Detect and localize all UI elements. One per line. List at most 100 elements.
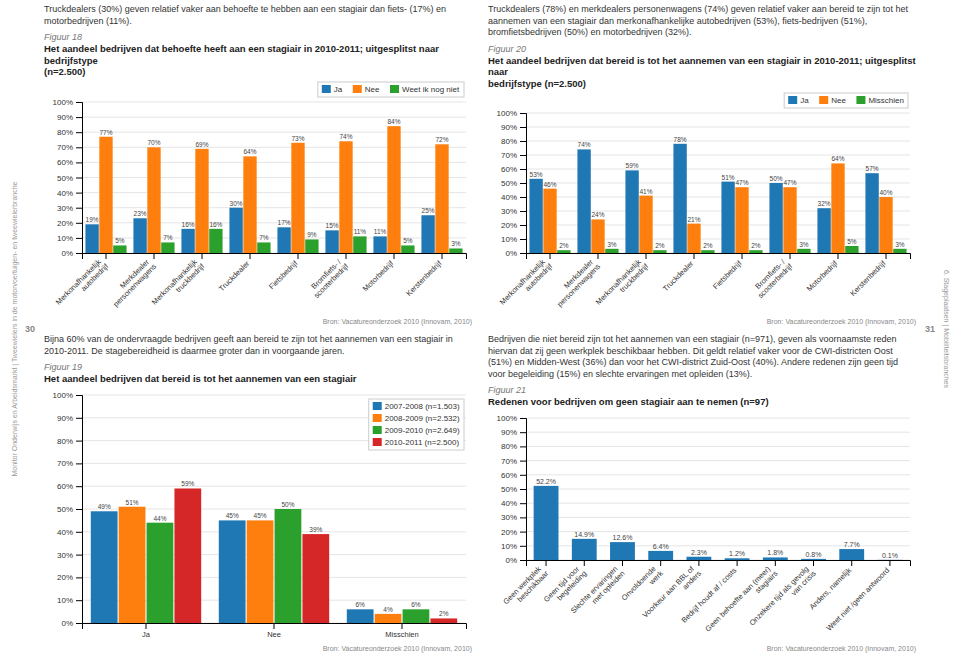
figure-label: Figuur 21 [488,385,916,396]
data-label: 32% [818,200,831,207]
y-tick-label: 90% [57,113,73,122]
x-tick-label-line: truckbedrijf [174,261,207,294]
bar [749,250,762,253]
bar [275,509,302,623]
y-tick: 80% [57,128,82,137]
y-tick-label: 30% [501,513,517,522]
chart-title: Het aandeel bedrijven dat bereid is tot … [44,373,472,385]
bar [893,249,906,253]
legend-swatch [819,96,828,104]
x-tick-mark [394,253,395,259]
data-label: 0.1% [882,551,898,558]
x-tick: Onzekere tijd als gevolg van crisis [747,560,817,633]
legend-items: 2007-2008 (n=1.503)2008-2009 (n=2.532)20… [373,402,460,447]
data-label: 53% [530,171,543,178]
data-label: 1.8% [767,549,783,556]
x-tick-label: Misschien [385,630,418,639]
data-label: 84% [387,118,400,125]
legend-item: Misschien [856,96,904,105]
x-tick-label-line: Weet niet /geen antwoord [824,565,891,632]
legend-item: Nee [819,96,846,105]
bar [85,224,98,253]
data-label: 23% [134,210,147,217]
y-tick-mark [76,577,82,578]
y-axis-line [520,418,527,560]
y-tick-label: 40% [501,499,517,508]
grid-line [526,502,910,503]
bar [353,236,366,253]
x-tick: Fietsbedrijf [711,253,744,291]
chart-svg: Merkonafhankelijk autobedrijfMerkdealer … [488,91,916,317]
data-label: 2% [655,242,665,249]
x-axis: Merkonafhankelijk autobedrijfMerkdealer … [54,253,467,312]
y-tick: 20% [501,527,526,536]
data-label: 21% [687,216,700,223]
bar [247,520,274,623]
grid [82,395,466,623]
data-label: 2% [439,610,449,617]
y-tick-mark [520,239,526,240]
y-tick-label: 70% [501,456,517,465]
data-label: 17% [278,219,291,226]
y-tick-mark [520,418,526,419]
y-axis: 0%10%20%30%40%50%60%70%80%90%100% [497,109,527,258]
y-tick: 20% [501,221,526,230]
page-number: 30 [25,324,35,334]
y-tick-mark [520,253,526,254]
y-tick: 60% [57,158,82,167]
legend-item: 2008-2009 (n=2.532) [373,414,460,423]
y-tick: 90% [501,428,526,437]
y-tick: 50% [57,505,82,514]
x-tick-mark [694,253,695,259]
data-label: 47% [735,179,748,186]
y-tick-mark [520,545,526,546]
x-tick-label-line: scooterbedrijf [756,261,795,300]
data-label: 3% [451,240,461,247]
page-number: 31 [925,324,935,334]
bar [387,126,400,253]
x-axis: Geen werkplek beschikbaarGeen tijd voor … [501,560,910,639]
x-tick-label-line: autobedrijf [523,261,555,293]
y-tick: 100% [497,414,526,423]
y-tick-label: 30% [57,203,73,212]
y-tick-mark [76,132,82,133]
x-tick-label: Truckdealer [661,259,696,294]
bar [591,219,604,253]
figure-label: Figuur 18 [44,32,472,43]
data-label: 2% [751,242,761,249]
data-label: 57% [866,165,879,172]
bar [839,549,864,560]
bar [243,156,256,253]
data-label: 11% [374,228,387,235]
data-label: 1.2% [729,550,745,557]
x-tick-label: Merkonafhankelijk autobedrijf [498,255,555,312]
y-tick-label: 100% [53,98,73,107]
x-tick-label-line: Fietsbedrijf [711,258,744,291]
legend-item: Weet ik nog niet [390,85,460,94]
y-tick-mark [76,177,82,178]
bars [91,488,457,623]
figure-label: Figuur 20 [488,44,916,55]
grid [82,102,466,253]
x-tick: Fietsbedrijf [267,253,300,291]
chart-svg: JaNeeMisschien0%10%20%30%40%50%60%70%80%… [44,387,472,644]
legend-items: JaNeeMisschien [788,96,904,105]
bar [529,179,542,253]
bar [725,558,750,560]
y-tick-mark [76,509,82,510]
x-tick-label-line: Ja [142,630,151,639]
x-tick-mark [622,560,623,566]
bar [421,215,434,253]
bar [673,144,686,253]
data-label: 3% [607,241,617,248]
y-tick: 80% [57,436,82,445]
data-label: 59% [626,162,639,169]
y-tick: 30% [501,207,526,216]
x-tick-mark [737,560,738,566]
y-tick-mark [76,207,82,208]
y-tick: 0% [505,249,526,258]
side-label: 6. Stageplaatsen | Mobiliteitsbranches [943,269,950,387]
legend-label: Nee [831,96,846,105]
bar [147,147,160,253]
grid-line [526,127,910,128]
